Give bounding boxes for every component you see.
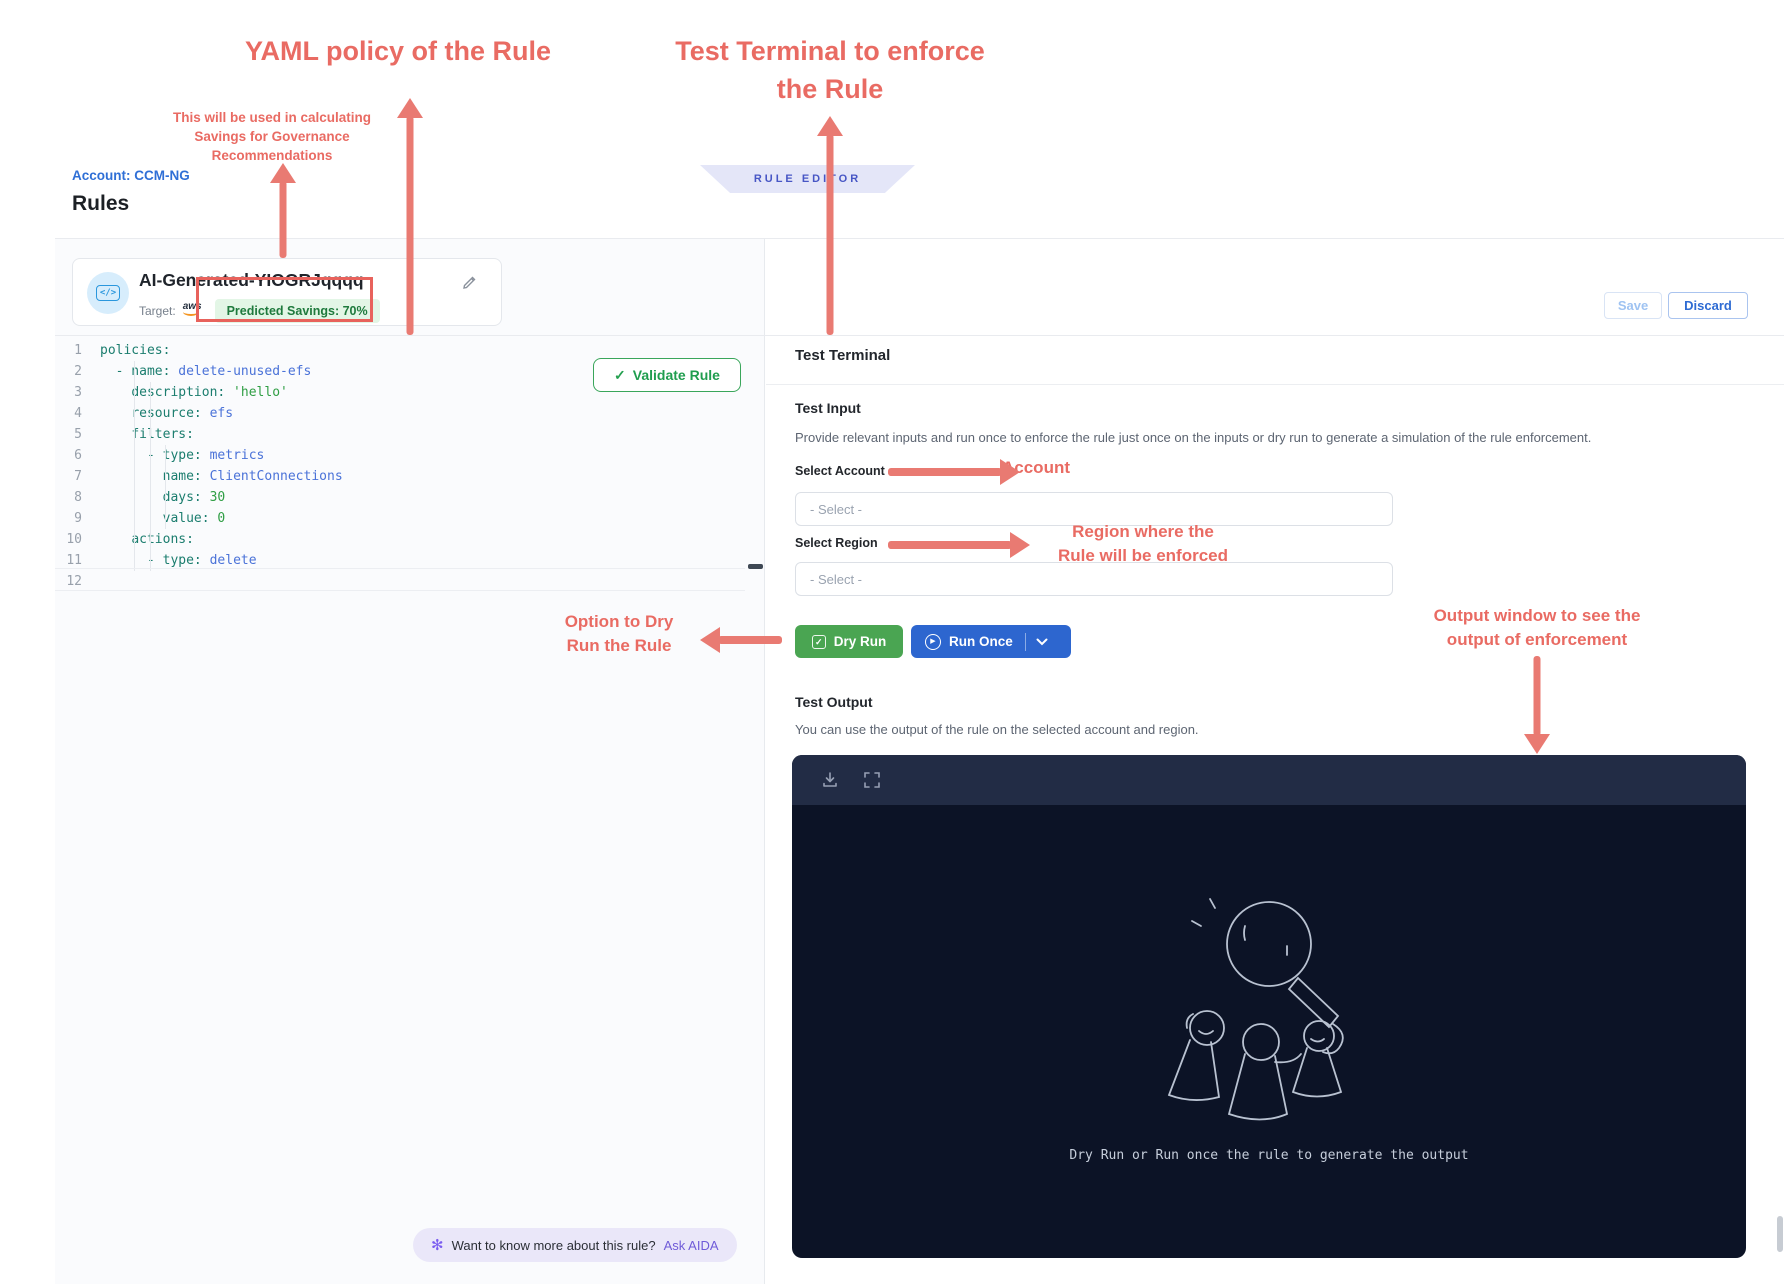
rule-icon: </>	[87, 272, 129, 314]
annotation-savings-1: This will be used in calculating	[172, 110, 372, 125]
checkbox-icon: ✓	[811, 634, 826, 649]
fullscreen-icon[interactable]	[862, 770, 882, 790]
save-button[interactable]: Save	[1604, 292, 1662, 319]
run-once-button[interactable]: ▶ Run Once	[911, 625, 1071, 658]
validate-rule-button[interactable]: ✓ Validate Rule	[593, 358, 741, 392]
annotation-savings-2: Savings for Governance	[194, 129, 350, 144]
test-output-description: You can use the output of the rule on th…	[795, 722, 1199, 737]
test-input-title: Test Input	[795, 400, 861, 416]
line-number: 8	[74, 490, 82, 505]
page-title: Rules	[72, 192, 130, 215]
code-line[interactable]: 6 - type: metrics	[55, 445, 745, 466]
chevron-down-icon[interactable]	[1036, 634, 1048, 649]
discard-button[interactable]: Discard	[1668, 292, 1748, 319]
account-breadcrumb[interactable]: Account: CCM-NG	[72, 168, 190, 183]
code-line[interactable]: 12	[55, 571, 745, 592]
page-scrollbar[interactable]	[1777, 1216, 1783, 1252]
region-select[interactable]: - Select -	[795, 562, 1393, 596]
empty-output-illustration	[1135, 890, 1403, 1135]
annotation-savings-3: Recommendations	[211, 148, 333, 163]
code-line[interactable]: 4 resource: efs	[55, 403, 745, 424]
run-once-label: Run Once	[949, 634, 1013, 649]
dry-run-button[interactable]: ✓ Dry Run	[795, 625, 903, 658]
code-line[interactable]: 2 - name: delete-unused-efs	[55, 361, 745, 382]
code-line[interactable]: 9 value: 0	[55, 508, 745, 529]
annotation-test-terminal-2: the Rule	[776, 74, 884, 104]
test-input-description: Provide relevant inputs and run once to …	[795, 430, 1592, 445]
annotation-account: Account	[1002, 458, 1070, 477]
arrow-test-terminal-icon	[817, 116, 843, 335]
rule-editor-tab: RULE EDITOR	[700, 165, 915, 193]
code-line[interactable]: 11 - type: delete	[55, 550, 745, 571]
aws-logo-icon: aws	[182, 302, 202, 316]
validate-rule-label: Validate Rule	[632, 367, 720, 383]
annotation-output-1: Output window to see the	[1433, 606, 1641, 625]
rule-name: AI-Generated-YIOGRJqqqq	[139, 270, 364, 290]
header-divider	[55, 238, 1784, 239]
savings-highlight-rect	[196, 277, 373, 322]
line-number: 4	[74, 406, 82, 421]
annotation-region-1: Region where the	[1072, 522, 1214, 541]
aida-sparkle-icon: ✻	[431, 1237, 444, 1254]
line-number: 6	[74, 448, 82, 463]
annotation-yaml-policy: YAML policy of the Rule	[244, 36, 552, 66]
aida-question: Want to know more about this rule?	[451, 1237, 656, 1253]
line-number: 2	[74, 364, 82, 379]
editor-scrollbar-thumb[interactable]	[748, 564, 763, 569]
line-number: 12	[66, 574, 82, 589]
code-line[interactable]: 10 actions:	[55, 529, 745, 550]
ask-aida-link[interactable]: Ask AIDA	[663, 1237, 719, 1253]
line-number: 7	[74, 469, 82, 484]
annotation-output-2: output of enforcement	[1446, 630, 1628, 649]
annotation-test-terminal-1: Test Terminal to enforce	[675, 36, 985, 66]
download-icon[interactable]	[820, 770, 840, 790]
editor-bottom-divider	[55, 590, 745, 591]
card-row-divider	[55, 335, 1784, 336]
arrow-output-icon	[1524, 656, 1550, 754]
code-line[interactable]: 7 name: ClientConnections	[55, 466, 745, 487]
account-select-placeholder: - Select -	[810, 501, 863, 517]
indent-guide	[134, 361, 135, 571]
button-split-divider	[1024, 632, 1026, 651]
arrow-account-icon	[888, 459, 1020, 485]
code-icon: </>	[95, 285, 121, 301]
target-label: Target:	[139, 304, 176, 318]
terminal-header	[792, 755, 1746, 805]
line-number: 9	[74, 511, 82, 526]
annotation-region-2: Rule will be enforced	[1057, 546, 1229, 565]
editor-bottom-divider	[55, 568, 745, 569]
select-region-label: Select Region	[795, 536, 878, 550]
test-terminal-title: Test Terminal	[795, 347, 891, 364]
indent-guide	[165, 445, 166, 529]
edit-rule-icon[interactable]	[461, 273, 481, 293]
test-output-terminal: Dry Run or Run once the rule to generate…	[792, 755, 1746, 1258]
line-number: 3	[74, 385, 82, 400]
account-select[interactable]: - Select -	[795, 492, 1393, 526]
code-line[interactable]: 1 policies:	[55, 340, 745, 361]
code-lines: 1 policies: 2 - name: delete-unused-efs 3 d…	[55, 340, 745, 592]
code-line[interactable]: 5 filters:	[55, 424, 745, 445]
terminal-empty-message: Dry Run or Run once the rule to generate…	[1069, 1148, 1469, 1163]
dry-run-label: Dry Run	[833, 634, 887, 649]
yaml-editor-panel	[55, 239, 765, 1284]
test-terminal-divider	[766, 384, 1784, 385]
code-area[interactable]: 1 policies: 2 - name: delete-unused-efs 3 d…	[55, 340, 745, 592]
indent-guide	[150, 382, 151, 571]
select-account-label: Select Account	[795, 464, 885, 478]
check-icon: ✓	[614, 366, 626, 383]
region-select-placeholder: - Select -	[810, 571, 863, 587]
line-number: 10	[66, 532, 82, 547]
play-icon: ▶	[925, 633, 941, 650]
arrow-region-icon	[888, 532, 1030, 558]
line-number: 5	[74, 427, 82, 442]
annotation-dry-run-1: Option to Dry	[564, 612, 674, 631]
line-number: 1	[74, 343, 82, 358]
test-output-title: Test Output	[795, 694, 873, 710]
code-line[interactable]: 8 days: 30	[55, 487, 745, 508]
line-number: 11	[66, 553, 82, 568]
ask-aida-pill[interactable]: ✻ Want to know more about this rule? Ask…	[413, 1228, 737, 1262]
annotation-dry-run-2: Run the Rule	[566, 636, 672, 655]
code-line[interactable]: 3 description: 'hello'	[55, 382, 745, 403]
